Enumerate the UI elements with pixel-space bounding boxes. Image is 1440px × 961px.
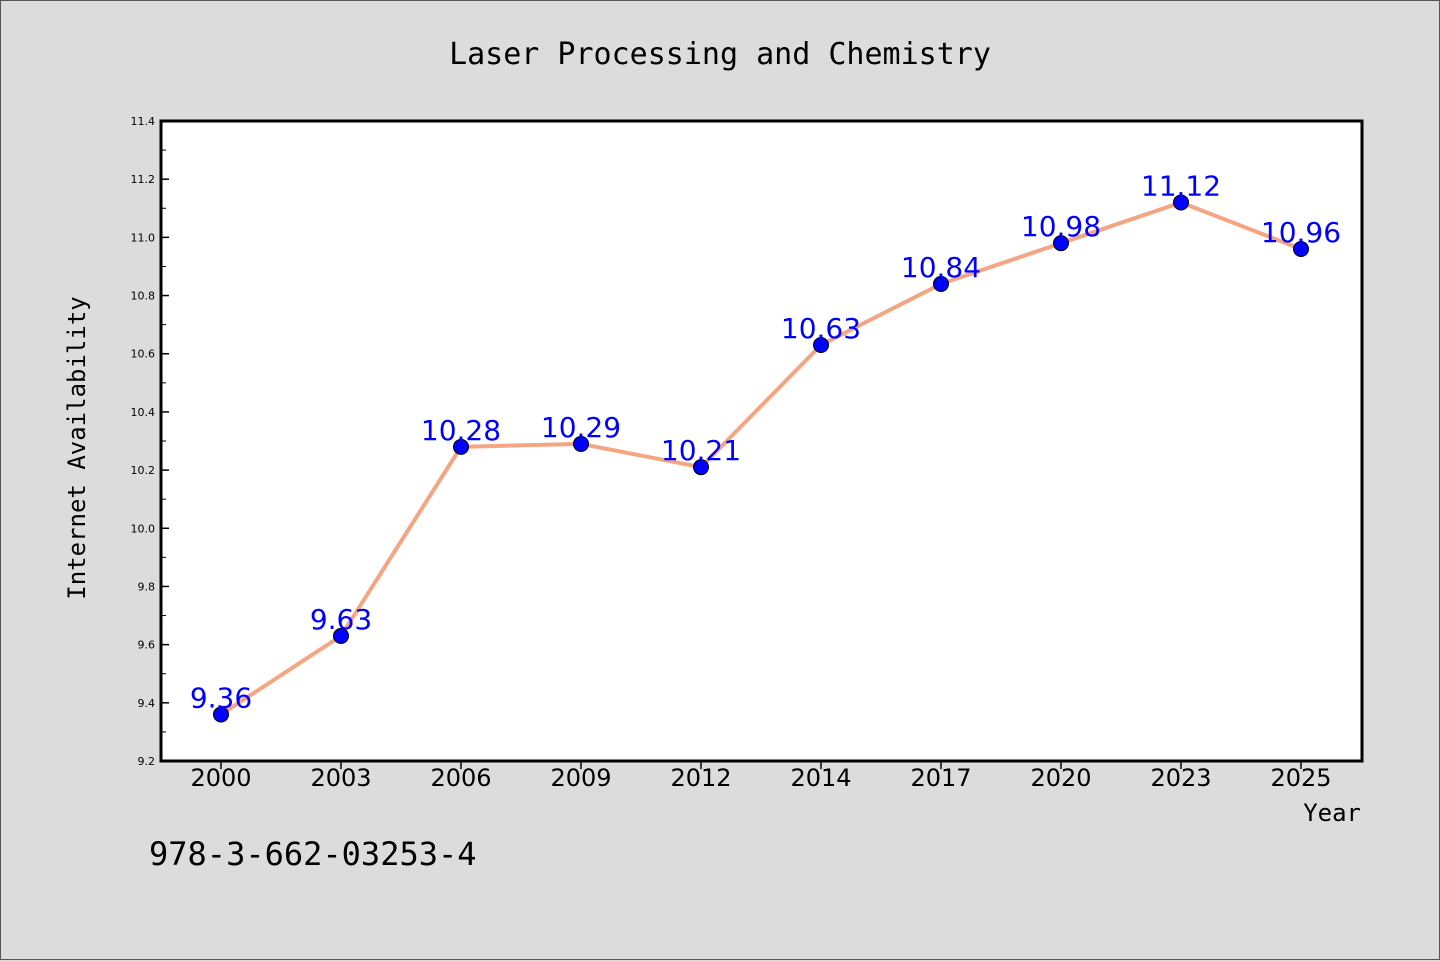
- y-tick-label: 9.4: [138, 697, 156, 710]
- y-tick-label: 10.2: [131, 464, 156, 477]
- data-label: 10.29: [541, 411, 621, 444]
- y-tick-label: 10.0: [131, 522, 156, 535]
- x-tick-label: 2020: [1030, 764, 1091, 792]
- data-label: 10.21: [661, 434, 741, 467]
- y-axis-title: Internet Availability: [63, 296, 91, 599]
- y-tick-label: 9.6: [138, 639, 156, 652]
- data-point: [933, 275, 949, 292]
- data-point: [1173, 194, 1189, 211]
- y-tick-label: 11.2: [131, 173, 156, 186]
- data-label: 10.84: [901, 251, 981, 284]
- data-point: [813, 337, 829, 353]
- data-label: 10.96: [1261, 216, 1341, 249]
- y-tick-label: 11.4: [131, 115, 156, 128]
- footer-isbn: 978-3-662-03253-4: [149, 835, 477, 873]
- data-point: [1293, 241, 1309, 257]
- data-point: [573, 435, 589, 452]
- data-label: 11.12: [1141, 169, 1221, 202]
- series-layer: 9.36 9.63 10.28 10.29 10.21 10.63 10.84 10.98 11…: [190, 169, 1341, 723]
- x-tick-label: 2012: [670, 764, 731, 792]
- data-point: [453, 438, 469, 455]
- plot-area: [159, 119, 1364, 763]
- x-tick-label: 2014: [790, 764, 851, 792]
- y-tick-label: 10.4: [131, 406, 156, 419]
- y-tick-label: 10.6: [131, 348, 156, 361]
- data-point: [693, 459, 709, 476]
- data-label: 9.63: [310, 603, 372, 636]
- y-tick-label: 10.8: [131, 290, 156, 303]
- data-point: [333, 627, 349, 644]
- data-label: 10.98: [1021, 210, 1101, 243]
- y-tick-label: 9.8: [138, 580, 156, 593]
- data-point: [1053, 235, 1069, 252]
- x-tick-label: 2000: [190, 764, 251, 792]
- x-tick-label: 2025: [1270, 764, 1331, 792]
- chart-title: Laser Processing and Chemistry: [449, 37, 991, 72]
- data-label: 10.63: [781, 312, 861, 345]
- x-axis: 2000 2003 2006 2009 2012 2014 2017 2020 2023 2025: [190, 761, 1332, 792]
- y-tick-label: 9.2: [138, 755, 156, 768]
- x-tick-label: 2023: [1150, 764, 1211, 792]
- x-tick-label: 2003: [310, 764, 371, 792]
- x-tick-label: 2006: [430, 764, 491, 792]
- x-tick-label: 2009: [550, 764, 611, 792]
- data-label: 9.36: [190, 681, 252, 714]
- x-axis-title: Year: [1303, 799, 1361, 827]
- y-tick-label: 11.0: [131, 231, 156, 244]
- data-label: 10.28: [421, 414, 501, 447]
- data-point: [213, 706, 229, 723]
- y-axis: 9.2 9.4 9.6 9.8 10.0 10.2 10.4 10.6 10.8 11.0 11.2…: [131, 115, 169, 768]
- x-tick-label: 2017: [910, 764, 971, 792]
- series-line: [219, 200, 1302, 717]
